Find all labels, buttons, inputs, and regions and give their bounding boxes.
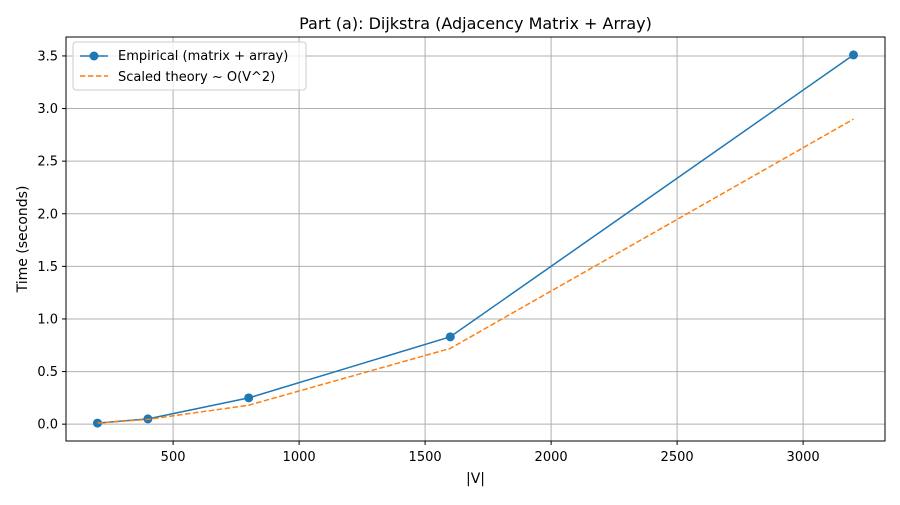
x-tick-label: 500	[161, 450, 186, 465]
y-tick-label: 0.5	[37, 365, 58, 380]
y-tick-label: 2.0	[37, 207, 58, 222]
grid	[66, 37, 885, 441]
legend-marker-empirical	[89, 51, 99, 61]
y-tick-label: 3.0	[37, 102, 58, 117]
y-tick-label: 1.0	[37, 312, 58, 327]
x-tick-label: 2000	[535, 450, 568, 465]
legend: Empirical (matrix + array) Scaled theory…	[72, 41, 307, 91]
y-tick-label: 0.0	[37, 418, 58, 433]
data-point	[93, 418, 102, 428]
data-point	[244, 393, 254, 403]
x-axis-label: |V|	[466, 471, 485, 487]
legend-box	[72, 41, 307, 91]
data-point	[445, 332, 455, 342]
chart-title: Part (a): Dijkstra (Adjacency Matrix + A…	[299, 14, 652, 33]
legend-label-empirical: Empirical (matrix + array)	[118, 49, 288, 64]
x-tick-label: 3000	[787, 450, 820, 465]
series-layer	[93, 50, 858, 428]
x-tick-label: 1500	[409, 450, 442, 465]
legend-label-theory: Scaled theory ~ O(V^2)	[118, 70, 275, 85]
y-tick-label: 2.5	[37, 155, 58, 170]
x-tick-label: 1000	[283, 450, 316, 465]
ticks: 500 1000 1500 2000 2500 3000 0.0 0.5 1.0 1.5 2.0 2.…	[37, 49, 819, 465]
y-axis-label: Time (seconds)	[15, 186, 31, 294]
x-tick-label: 2500	[661, 450, 694, 465]
y-tick-label: 3.5	[37, 49, 58, 64]
y-tick-label: 1.5	[37, 260, 58, 275]
data-point	[849, 50, 858, 60]
series-line-theory	[97, 118, 854, 424]
plot-frame	[65, 36, 886, 442]
